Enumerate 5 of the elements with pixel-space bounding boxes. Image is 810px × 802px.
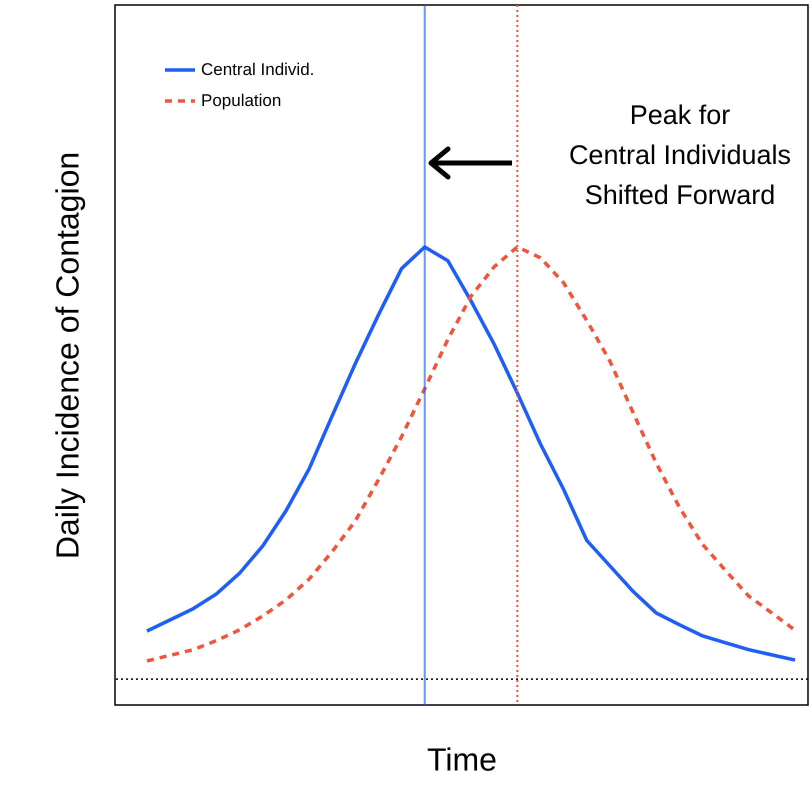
text: Peak for Central Individuals Shifted Forward bbox=[568, 100, 792, 210]
legend-label: Population bbox=[201, 91, 282, 110]
legend-label: Central Individ. bbox=[201, 60, 314, 79]
x-axis-title: Time bbox=[427, 742, 497, 778]
y-axis-title: Daily Incidence of Contagion bbox=[50, 152, 86, 560]
